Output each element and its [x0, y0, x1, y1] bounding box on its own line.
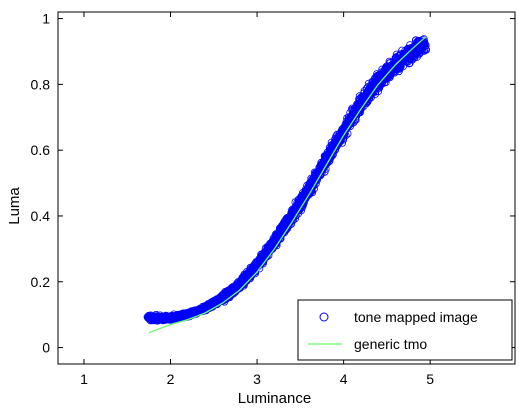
legend-label-tone-mapped-image: tone mapped image [354, 309, 478, 325]
line-series [148, 36, 427, 334]
scatter-point [303, 192, 311, 201]
scatter-point [363, 97, 372, 106]
scatter-point [240, 274, 248, 283]
scatter-point [289, 216, 297, 224]
x-tick-label: 5 [426, 371, 434, 387]
scatter-point [274, 230, 283, 238]
scatter-point [362, 96, 370, 105]
scatter-point [176, 312, 185, 321]
x-axis-label: Luminance [238, 390, 311, 407]
x-tick-label: 2 [167, 371, 175, 387]
x-tick-label: 4 [340, 371, 348, 387]
x-tick-label: 1 [80, 371, 88, 387]
y-tick-label: 0.8 [31, 76, 51, 92]
scatter-point [148, 314, 157, 323]
scatter-point [276, 235, 284, 243]
scatter-point [317, 162, 326, 171]
scatter-point [384, 69, 393, 78]
scatter-point [409, 44, 418, 53]
scatter-point [271, 234, 280, 242]
scatter-point [257, 253, 266, 262]
legend-box [297, 299, 513, 361]
scatter-point [328, 151, 337, 159]
axes-frame [57, 11, 516, 365]
scatter-point [221, 292, 229, 301]
axis-ticks: 1 2 3 4 5 0 0.2 0.4 0.6 0.8 1 [31, 11, 515, 387]
scatter-point [262, 247, 271, 256]
y-tick-label: 0.2 [31, 274, 51, 290]
scatter-point [416, 42, 425, 51]
scatter-point [264, 251, 273, 260]
scatter-point [248, 265, 257, 274]
x-tick-label: 3 [253, 371, 261, 387]
scatter-point [403, 50, 412, 59]
scatter-point [342, 117, 351, 126]
scatter-point [353, 101, 361, 110]
scatter-point [199, 303, 208, 312]
scatter-series [143, 35, 431, 325]
y-tick-label: 0.6 [31, 142, 51, 158]
y-tick-label: 1 [42, 11, 50, 27]
scatter-point [275, 228, 284, 237]
scatter-point [218, 293, 226, 301]
scatter-point [261, 244, 270, 252]
scatter-point [344, 115, 353, 123]
scatter-point [398, 55, 407, 64]
scatter-point [338, 131, 347, 140]
scatter-point [331, 135, 340, 143]
scatter-point [250, 262, 258, 271]
scatter-point [381, 78, 390, 87]
scatter-point [320, 162, 329, 171]
scatter-point [212, 295, 221, 304]
scatter-point [278, 222, 286, 230]
scatter-point [191, 308, 200, 317]
scatter-point [152, 313, 161, 322]
scatter-point [184, 311, 192, 319]
scatter-point [147, 315, 156, 324]
scatter-point [252, 260, 260, 269]
scatter-point [328, 141, 337, 149]
axes-box [57, 11, 516, 365]
generic-tmo-line [148, 36, 427, 334]
scatter-point [234, 278, 243, 286]
y-axis-label: Luma [6, 187, 23, 225]
y-tick-label: 0.4 [31, 208, 51, 224]
scatter-point [194, 305, 202, 314]
scatter-point [157, 314, 165, 323]
scatter-point [297, 197, 305, 205]
scatter-point [301, 189, 310, 197]
scatter-point [208, 299, 217, 308]
legend-label-generic-tmo: generic tmo [354, 336, 427, 352]
scatter-point [337, 135, 345, 143]
scatter-point [309, 181, 318, 190]
scatter-point [378, 65, 386, 74]
scatter-point [376, 78, 384, 87]
scatter-point [161, 315, 170, 323]
scatter-point [419, 43, 427, 51]
y-tick-label: 0 [42, 340, 50, 356]
scatter-point [144, 314, 152, 322]
legend: tone mapped image generic tmo [297, 299, 513, 361]
legend-marker-tone-mapped-image [319, 312, 329, 322]
scatter-point [366, 91, 375, 100]
